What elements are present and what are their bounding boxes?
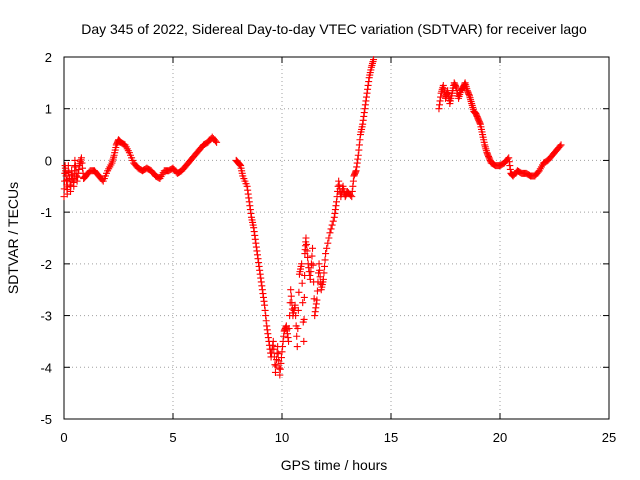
y-tick-label: 1	[45, 102, 52, 117]
plot-frame	[63, 56, 610, 420]
data-point	[293, 332, 301, 340]
data-point	[324, 239, 332, 247]
data-point	[319, 275, 327, 283]
data-point	[307, 260, 315, 268]
y-tick-label: 0	[45, 153, 52, 168]
x-tick-labels: 0 5 10 15 20 25	[60, 430, 616, 445]
y-tick-label: -5	[40, 412, 52, 427]
y-tick-label: -4	[40, 360, 52, 375]
x-tick-label: 25	[602, 430, 616, 445]
data-point	[70, 182, 78, 190]
data-point	[271, 361, 279, 369]
data-point	[304, 253, 312, 261]
data-point	[326, 229, 334, 237]
data-point	[321, 262, 329, 270]
data-point	[275, 364, 283, 372]
data-point	[64, 162, 72, 170]
data-point	[71, 163, 79, 171]
y-tick-label: -3	[40, 309, 52, 324]
data-point	[64, 176, 72, 184]
y-tick-label: 2	[45, 50, 52, 65]
data-point	[300, 293, 308, 301]
data-point	[315, 260, 323, 268]
data-point	[328, 221, 336, 229]
data-point	[322, 250, 330, 258]
data-point	[321, 256, 329, 264]
data-point	[309, 244, 317, 252]
data-point	[294, 325, 302, 332]
data-point	[557, 141, 565, 149]
data-point	[298, 279, 306, 287]
data-point	[270, 345, 278, 353]
x-axis-label: GPS time / hours	[281, 457, 388, 473]
data-point	[303, 240, 311, 248]
data-point	[329, 217, 337, 225]
data-point	[303, 247, 311, 255]
chart-title: Day 345 of 2022, Sidereal Day-to-day VTE…	[81, 21, 587, 37]
data-point	[300, 337, 308, 345]
axis-ticks	[63, 56, 610, 420]
data-point	[271, 368, 279, 376]
data-point	[287, 286, 295, 294]
x-tick-label: 5	[169, 430, 176, 445]
y-axis-label: SDTVAR / TECUs	[5, 182, 21, 294]
data-point	[327, 225, 335, 233]
data-point	[64, 169, 72, 177]
data-point	[294, 306, 302, 314]
x-tick-label: 10	[275, 430, 289, 445]
data-point	[370, 56, 378, 64]
data-point	[323, 244, 331, 252]
data-point	[293, 343, 301, 351]
data-point	[291, 301, 299, 309]
data-point	[320, 269, 328, 277]
grid-lines	[64, 57, 609, 419]
data-point	[308, 252, 316, 260]
data-point	[285, 337, 293, 345]
data-point	[269, 337, 277, 345]
data-point	[556, 142, 564, 150]
data-point	[273, 349, 281, 357]
data-point	[70, 176, 78, 184]
data-point	[274, 350, 282, 358]
data-point	[298, 260, 306, 268]
data-point	[212, 137, 220, 145]
data-point	[292, 312, 300, 320]
data-point	[285, 325, 293, 332]
data-point	[313, 296, 321, 304]
data-point	[316, 266, 324, 274]
data-points	[60, 56, 565, 379]
x-tick-label: 0	[60, 430, 67, 445]
x-tick-label: 15	[384, 430, 398, 445]
x-tick-label: 20	[493, 430, 507, 445]
data-point	[300, 315, 308, 323]
data-point	[287, 292, 295, 300]
y-tick-label: -2	[40, 257, 52, 272]
data-point	[325, 234, 333, 242]
data-point	[302, 234, 310, 242]
data-point	[213, 138, 221, 146]
data-point	[313, 287, 321, 295]
data-point	[309, 261, 317, 269]
data-point	[347, 191, 355, 199]
data-point	[307, 268, 315, 276]
y-tick-labels: -5 -4 -3 -2 -1 0 1 2	[40, 50, 52, 427]
data-point	[299, 299, 307, 307]
y-tick-label: -1	[40, 205, 52, 220]
data-point	[295, 288, 303, 296]
